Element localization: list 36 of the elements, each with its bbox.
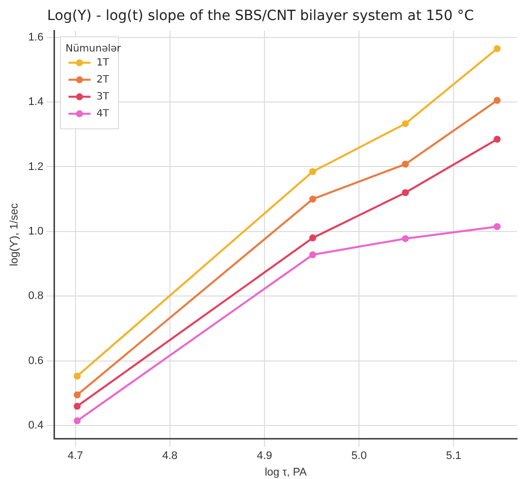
point xyxy=(309,196,316,203)
legend-label: 3T xyxy=(96,91,110,102)
point xyxy=(74,417,81,424)
y-tick-label: 1.4 xyxy=(28,96,44,108)
point xyxy=(309,168,316,176)
point xyxy=(494,136,501,143)
point xyxy=(309,234,316,242)
y-tick-label: 0.4 xyxy=(28,420,44,432)
point xyxy=(309,251,316,258)
legend-label: 4T xyxy=(96,108,110,120)
y-tick-label: 1.0 xyxy=(28,225,44,238)
point xyxy=(494,223,501,230)
y-tick-label: 0.8 xyxy=(28,290,44,302)
y-axis-title: log(ϒ), 1/sec xyxy=(8,202,21,266)
point xyxy=(402,120,409,128)
chart-title: Log(Y) - log(t) slope of the SBS/CNT bilayer system at 150 °C xyxy=(47,8,474,24)
legend-label: 1T xyxy=(96,57,110,68)
point xyxy=(74,391,81,398)
point xyxy=(74,372,81,380)
x-tick-label: 5.1 xyxy=(446,450,462,462)
x-tick-label: 4.9 xyxy=(256,450,272,462)
x-tick-label: 4.8 xyxy=(162,450,178,462)
point xyxy=(402,189,409,196)
y-tick-label: 0.6 xyxy=(28,354,44,367)
legend-title: Nümunələr xyxy=(65,43,122,54)
x-tick-label: 5.0 xyxy=(351,450,367,462)
y-tick-label: 1.6 xyxy=(28,31,44,44)
point xyxy=(74,402,81,410)
point xyxy=(494,96,501,104)
y-tick-label: 1.2 xyxy=(28,160,44,173)
x-tick-label: 4.7 xyxy=(68,450,83,462)
point xyxy=(494,45,501,52)
point xyxy=(402,160,409,168)
legend-label: 2T xyxy=(96,74,110,86)
x-axis-title: log τ, PA xyxy=(264,466,308,478)
point xyxy=(402,235,409,242)
